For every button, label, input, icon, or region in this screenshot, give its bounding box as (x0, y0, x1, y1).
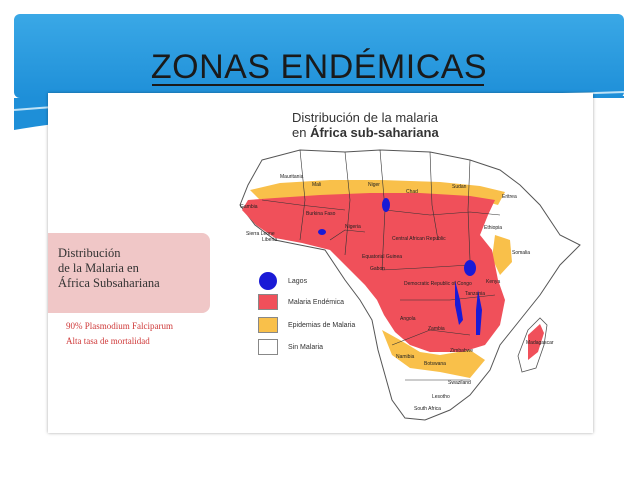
map-title-line2: en África sub-sahariana (292, 125, 439, 140)
label-mauritania: Mauritania (280, 174, 304, 180)
legend-swatch-epidemic (258, 317, 278, 333)
label-gambia: Gambia (240, 204, 258, 210)
label-madagascar: Madagascar (526, 340, 554, 346)
legend-label-no-malaria: Sin Malaria (288, 343, 324, 351)
label-swaziland: Swaziland (448, 380, 471, 386)
endemic-zone (242, 193, 505, 352)
legend-item-lakes: Lagos (258, 272, 307, 290)
legend-swatch-no-malaria (258, 339, 278, 355)
info-heading-line3: África Subsahariana (58, 276, 160, 290)
label-sudan: Sudan (452, 184, 467, 190)
info-heading-line2: de la Malaria en (58, 261, 139, 275)
label-somalia: Somalia (512, 250, 530, 256)
label-botswana: Botswana (424, 361, 446, 367)
lakes (318, 198, 482, 335)
info-heading: Distribución de la Malaria en África Sub… (58, 246, 208, 291)
legend-item-epidemic: Epidemias de Malaria (258, 316, 355, 334)
label-south-africa: South Africa (414, 406, 441, 412)
legend-swatch-lakes (259, 272, 277, 290)
label-nigeria: Nigeria (345, 224, 361, 230)
legend-swatch-endemic (258, 294, 278, 310)
map-title: Distribución de la malaria en África sub… (292, 110, 439, 140)
label-niger: Niger (368, 182, 380, 188)
label-zimbabwe: Zimbabwe (450, 348, 473, 354)
label-mali: Mali (312, 182, 321, 188)
label-eritrea: Eritrea (502, 194, 517, 200)
map-title-bold: África sub-sahariana (310, 125, 439, 140)
slide-title: ZONAS ENDÉMICAS (150, 48, 488, 86)
map-title-line1: Distribución de la malaria (292, 110, 438, 125)
map-title-prefix: en (292, 125, 311, 140)
country-borders (261, 149, 501, 381)
title-underline (152, 84, 484, 86)
label-drc: Democratic Republic of Congo (404, 281, 472, 287)
info-box (48, 233, 210, 313)
label-sierra-leone: Sierra Leone (246, 231, 275, 237)
epidemic-zone-east (492, 235, 512, 275)
endemic-zone-madagascar (528, 324, 544, 360)
label-namibia: Namibia (396, 354, 415, 360)
info-heading-line1: Distribución (58, 246, 121, 260)
info-note-mortality: Alta tasa de mortalidad (66, 336, 150, 346)
label-liberia: Liberia (262, 237, 277, 243)
label-angola: Angola (400, 316, 416, 322)
label-chad: Chad (406, 189, 418, 195)
epidemic-zone-south (382, 330, 485, 378)
label-burkina: Burkina Faso (306, 211, 336, 217)
label-ethiopia: Ethiopia (484, 225, 502, 231)
label-lesotho: Lesotho (432, 394, 450, 400)
legend-label-epidemic: Epidemias de Malaria (288, 321, 356, 329)
label-zambia: Zambia (428, 326, 445, 332)
label-kenya: Kenya (486, 279, 500, 285)
label-gabon: Gabon (370, 266, 385, 272)
legend-label-endemic: Malaria Endémica (288, 298, 345, 306)
legend-item-no-malaria: Sin Malaria (258, 338, 323, 356)
info-note-falciparum: 90% Plasmodium Falciparum (66, 321, 173, 331)
legend-label-lakes: Lagos (288, 277, 308, 285)
legend-item-endemic: Malaria Endémica (258, 293, 344, 311)
label-car: Central African Republic (392, 236, 446, 242)
label-eq-guinea: Equatorial Guinea (362, 254, 402, 260)
epidemic-zone (250, 180, 505, 205)
label-tanzania: Tanzania (465, 291, 485, 297)
